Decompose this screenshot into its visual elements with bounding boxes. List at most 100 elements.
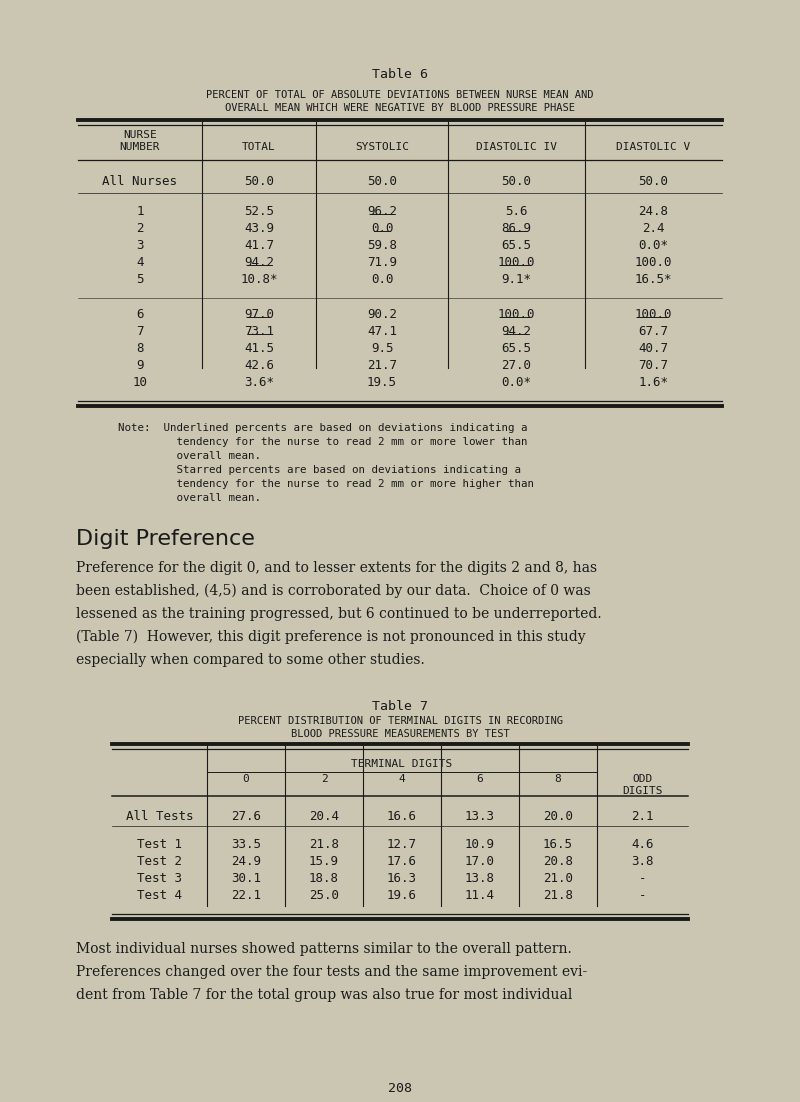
Text: 22.1: 22.1: [231, 889, 261, 903]
Text: 21.7: 21.7: [367, 359, 397, 372]
Text: 21.8: 21.8: [309, 838, 339, 851]
Text: 27.0: 27.0: [502, 359, 531, 372]
Text: 90.2: 90.2: [367, 307, 397, 321]
Text: 41.7: 41.7: [244, 239, 274, 252]
Text: 16.5*: 16.5*: [634, 273, 672, 287]
Text: 19.6: 19.6: [387, 889, 417, 903]
Text: 20.8: 20.8: [543, 855, 573, 868]
Text: 67.7: 67.7: [638, 325, 669, 338]
Text: Test 1: Test 1: [137, 838, 182, 851]
Text: 9.5: 9.5: [370, 342, 394, 355]
Text: 2.1: 2.1: [631, 810, 654, 823]
Text: 3.6*: 3.6*: [244, 376, 274, 389]
Text: 25.0: 25.0: [309, 889, 339, 903]
Text: 6: 6: [477, 774, 483, 784]
Text: -: -: [638, 889, 646, 903]
Text: 65.5: 65.5: [502, 239, 531, 252]
Text: 27.6: 27.6: [231, 810, 261, 823]
Text: 43.9: 43.9: [244, 222, 274, 235]
Text: tendency for the nurse to read 2 mm or more lower than: tendency for the nurse to read 2 mm or m…: [118, 437, 527, 447]
Text: TOTAL: TOTAL: [242, 142, 276, 152]
Text: 24.8: 24.8: [638, 205, 669, 218]
Text: (Table 7)  However, this digit preference is not pronounced in this study: (Table 7) However, this digit preference…: [76, 630, 586, 645]
Text: 2: 2: [321, 774, 327, 784]
Text: 100.0: 100.0: [498, 307, 535, 321]
Text: 52.5: 52.5: [244, 205, 274, 218]
Text: 41.5: 41.5: [244, 342, 274, 355]
Text: overall mean.: overall mean.: [118, 493, 261, 503]
Text: ODD
DIGITS: ODD DIGITS: [622, 774, 662, 797]
Text: tendency for the nurse to read 2 mm or more higher than: tendency for the nurse to read 2 mm or m…: [118, 479, 534, 489]
Text: SYSTOLIC: SYSTOLIC: [355, 142, 409, 152]
Text: 50.0: 50.0: [638, 175, 669, 188]
Text: 0.0*: 0.0*: [638, 239, 669, 252]
Text: overall mean.: overall mean.: [118, 451, 261, 461]
Text: 30.1: 30.1: [231, 872, 261, 885]
Text: BLOOD PRESSURE MEASUREMENTS BY TEST: BLOOD PRESSURE MEASUREMENTS BY TEST: [290, 730, 510, 739]
Text: lessened as the training progressed, but 6 continued to be underreported.: lessened as the training progressed, but…: [76, 607, 602, 622]
Text: 20.0: 20.0: [543, 810, 573, 823]
Text: 65.5: 65.5: [502, 342, 531, 355]
Text: 0.0: 0.0: [370, 222, 394, 235]
Text: All Nurses: All Nurses: [102, 175, 178, 188]
Text: 10.9: 10.9: [465, 838, 495, 851]
Text: 70.7: 70.7: [638, 359, 669, 372]
Text: TERMINAL DIGITS: TERMINAL DIGITS: [351, 759, 453, 769]
Text: 10.8*: 10.8*: [240, 273, 278, 287]
Text: 12.7: 12.7: [387, 838, 417, 851]
Text: 0: 0: [242, 774, 250, 784]
Text: 13.8: 13.8: [465, 872, 495, 885]
Text: 2.4: 2.4: [642, 222, 665, 235]
Text: Test 4: Test 4: [137, 889, 182, 903]
Text: 8: 8: [554, 774, 562, 784]
Text: dent from Table 7 for the total group was also true for most individual: dent from Table 7 for the total group wa…: [76, 988, 572, 1002]
Text: 100.0: 100.0: [634, 307, 672, 321]
Text: 94.2: 94.2: [244, 256, 274, 269]
Text: 16.5: 16.5: [543, 838, 573, 851]
Text: 21.0: 21.0: [543, 872, 573, 885]
Text: 94.2: 94.2: [502, 325, 531, 338]
Text: 59.8: 59.8: [367, 239, 397, 252]
Text: NURSE
NUMBER: NURSE NUMBER: [120, 130, 160, 152]
Text: 50.0: 50.0: [367, 175, 397, 188]
Text: DIASTOLIC IV: DIASTOLIC IV: [476, 142, 557, 152]
Text: 2: 2: [136, 222, 144, 235]
Text: 9.1*: 9.1*: [502, 273, 531, 287]
Text: 100.0: 100.0: [498, 256, 535, 269]
Text: 15.9: 15.9: [309, 855, 339, 868]
Text: 19.5: 19.5: [367, 376, 397, 389]
Text: 5: 5: [136, 273, 144, 287]
Text: 3.8: 3.8: [631, 855, 654, 868]
Text: 47.1: 47.1: [367, 325, 397, 338]
Text: Table 7: Table 7: [372, 700, 428, 713]
Text: 20.4: 20.4: [309, 810, 339, 823]
Text: 8: 8: [136, 342, 144, 355]
Text: All Tests: All Tests: [126, 810, 194, 823]
Text: 100.0: 100.0: [634, 256, 672, 269]
Text: 97.0: 97.0: [244, 307, 274, 321]
Text: 40.7: 40.7: [638, 342, 669, 355]
Text: 16.3: 16.3: [387, 872, 417, 885]
Text: Starred percents are based on deviations indicating a: Starred percents are based on deviations…: [118, 465, 521, 475]
Text: Test 3: Test 3: [137, 872, 182, 885]
Text: 17.6: 17.6: [387, 855, 417, 868]
Text: 21.8: 21.8: [543, 889, 573, 903]
Text: 17.0: 17.0: [465, 855, 495, 868]
Text: Note:  Underlined percents are based on deviations indicating a: Note: Underlined percents are based on d…: [118, 423, 527, 433]
Text: 24.9: 24.9: [231, 855, 261, 868]
Text: especially when compared to some other studies.: especially when compared to some other s…: [76, 653, 425, 667]
Text: 9: 9: [136, 359, 144, 372]
Text: Test 2: Test 2: [137, 855, 182, 868]
Text: 50.0: 50.0: [502, 175, 531, 188]
Text: 4: 4: [136, 256, 144, 269]
Text: 4: 4: [398, 774, 406, 784]
Text: 73.1: 73.1: [244, 325, 274, 338]
Text: 10: 10: [133, 376, 147, 389]
Text: 42.6: 42.6: [244, 359, 274, 372]
Text: been established, (4,5) and is corroborated by our data.  Choice of 0 was: been established, (4,5) and is corrobora…: [76, 584, 590, 598]
Text: Preferences changed over the four tests and the same improvement evi-: Preferences changed over the four tests …: [76, 965, 587, 979]
Text: Most individual nurses showed patterns similar to the overall pattern.: Most individual nurses showed patterns s…: [76, 942, 572, 957]
Text: 50.0: 50.0: [244, 175, 274, 188]
Text: 3: 3: [136, 239, 144, 252]
Text: 0.0: 0.0: [370, 273, 394, 287]
